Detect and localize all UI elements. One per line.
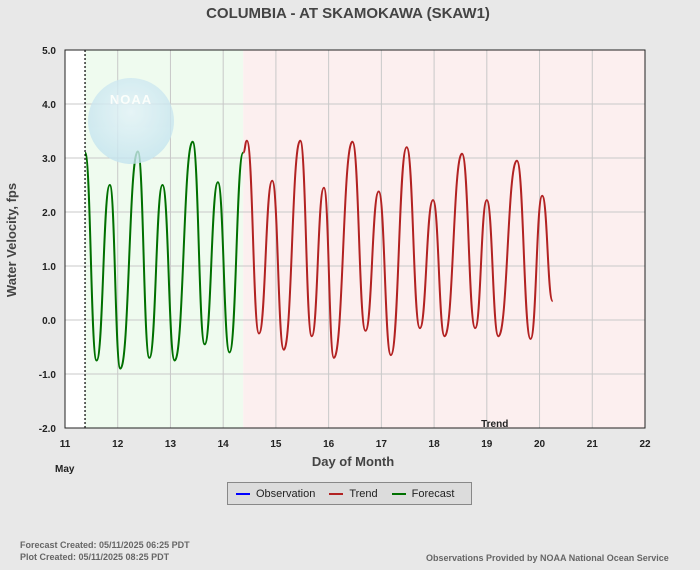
y-axis-label: Water Velocity, fps bbox=[4, 183, 19, 297]
y-tick-label: 0.0 bbox=[42, 316, 56, 327]
x-tick-label: 15 bbox=[270, 439, 282, 450]
legend-label-observation: Observation bbox=[256, 487, 316, 500]
trend-period-shade bbox=[243, 50, 645, 428]
plot-created: Plot Created: 05/11/2025 08:25 PDT bbox=[20, 552, 170, 562]
forecast-swatch bbox=[391, 492, 406, 495]
month-label: May bbox=[55, 464, 75, 475]
x-tick-label: 12 bbox=[112, 439, 124, 450]
x-tick-label: 17 bbox=[376, 439, 388, 450]
x-tick-label: 19 bbox=[481, 439, 493, 450]
noaa-logo-text: NOAA bbox=[109, 92, 153, 107]
x-tick-label: 11 bbox=[60, 439, 71, 450]
y-tick-label: 2.0 bbox=[42, 208, 56, 219]
series-line-forecast bbox=[84, 140, 245, 370]
chart-title: COLUMBIA - AT SKAMOKAWA (SKAW1) bbox=[206, 5, 490, 22]
x-tick-label: 22 bbox=[639, 439, 651, 450]
x-tick-label: 18 bbox=[429, 439, 441, 450]
trend-swatch bbox=[329, 492, 344, 495]
x-tick-label: 16 bbox=[323, 439, 335, 450]
x-tick-label: 14 bbox=[218, 439, 230, 450]
legend-item-observation: Observation bbox=[236, 488, 315, 500]
forecast-created: Forecast Created: 05/11/2025 06:25 PDT bbox=[20, 540, 190, 550]
y-tick-label: -2.0 bbox=[39, 424, 57, 435]
data-credit: Observations Provided by NOAA National O… bbox=[426, 553, 669, 563]
plot-border bbox=[64, 49, 646, 429]
y-tick-label: 3.0 bbox=[42, 154, 56, 165]
y-tick-label: 1.0 bbox=[42, 262, 56, 273]
observation-swatch bbox=[236, 492, 250, 495]
legend-item-trend: Trend bbox=[329, 487, 378, 500]
trend-annotation: Trend bbox=[481, 419, 508, 430]
x-tick-label: 21 bbox=[587, 439, 599, 450]
legend: Observation Trend Forecast bbox=[227, 482, 472, 505]
x-tick-label: 20 bbox=[534, 439, 546, 450]
legend-item-forecast: Forecast bbox=[391, 487, 455, 500]
y-tick-label: 5.0 bbox=[42, 46, 56, 57]
x-axis-label: Day of Month bbox=[312, 454, 394, 469]
legend-label-trend: Trend bbox=[349, 487, 378, 500]
y-tick-label: -1.0 bbox=[39, 370, 57, 381]
legend-label-forecast: Forecast bbox=[411, 487, 455, 500]
series-line-trend bbox=[242, 139, 554, 359]
x-tick-label: 13 bbox=[165, 439, 177, 450]
noaa-logo: NOAA bbox=[88, 78, 174, 164]
y-tick-label: 4.0 bbox=[42, 100, 56, 111]
